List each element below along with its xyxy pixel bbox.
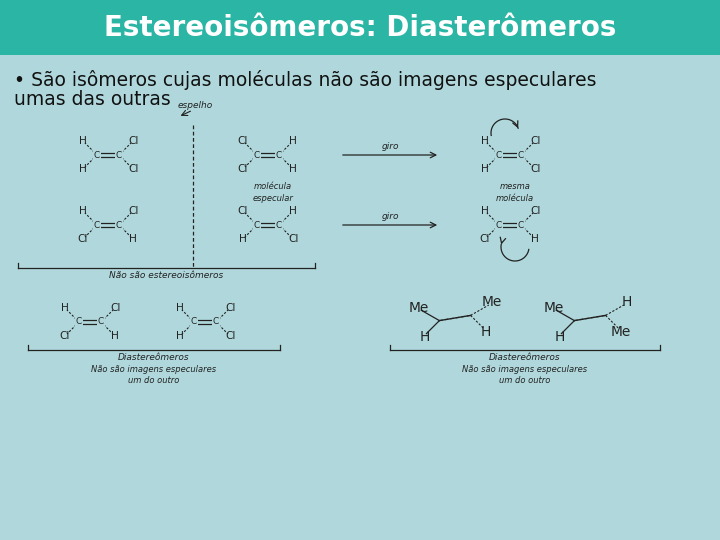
Text: Cl: Cl [225,303,235,313]
Text: Não são estereoisômeros: Não são estereoisômeros [109,271,223,280]
Text: C: C [496,220,502,230]
Text: um do outro: um do outro [128,376,180,385]
Text: H: H [130,234,138,244]
Text: Cl: Cl [288,234,299,244]
Text: Me: Me [408,301,429,315]
Text: Cl: Cl [128,206,138,217]
Text: giro: giro [382,212,399,221]
Text: H: H [176,330,184,341]
Text: H: H [60,303,68,313]
Text: Diastereômeros: Diastereômeros [489,353,561,362]
Text: umas das outras: umas das outras [14,90,171,109]
Text: H: H [78,206,86,217]
Text: H: H [481,137,489,146]
Text: C: C [191,318,197,327]
Text: Diastereômeros: Diastereômeros [118,353,190,362]
Text: Estereoisômeros: Diasterômeros: Estereoisômeros: Diasterômeros [104,14,616,42]
Text: espelho: espelho [177,101,212,110]
Text: Me: Me [482,295,502,309]
Text: H: H [481,206,489,217]
Text: Cl: Cl [78,234,88,244]
Text: Não são imagens especulares: Não são imagens especulares [462,365,588,374]
Text: C: C [254,151,260,159]
Text: H: H [176,303,184,313]
Text: • São isômeros cujas moléculas não são imagens especulares: • São isômeros cujas moléculas não são i… [14,70,596,90]
Text: Cl: Cl [530,137,541,146]
Text: H: H [112,330,120,341]
Text: C: C [496,151,502,159]
Text: Me: Me [544,301,564,315]
Text: Me: Me [611,325,631,339]
Text: H: H [78,137,86,146]
Text: H: H [289,206,297,217]
Text: Cl: Cl [128,137,138,146]
Text: Cl: Cl [128,164,138,173]
Text: C: C [116,220,122,230]
Text: H: H [531,234,539,244]
Text: C: C [94,220,100,230]
Text: H: H [481,325,491,339]
Text: Cl: Cl [238,164,248,173]
Text: H: H [78,164,86,173]
Text: C: C [76,318,82,327]
Text: molécula
especular: molécula especular [253,182,294,203]
Text: C: C [94,151,100,159]
Text: Cl: Cl [60,330,70,341]
Text: H: H [289,164,297,173]
FancyBboxPatch shape [0,0,720,55]
Text: Cl: Cl [238,206,248,217]
Text: C: C [276,151,282,159]
Text: C: C [518,151,524,159]
Text: H: H [481,164,489,173]
Text: Cl: Cl [480,234,490,244]
Text: H: H [238,234,246,244]
Text: um do outro: um do outro [499,376,551,385]
Text: H: H [420,330,431,344]
Text: C: C [213,318,219,327]
Text: giro: giro [382,142,399,151]
Text: C: C [518,220,524,230]
Text: C: C [98,318,104,327]
Text: Cl: Cl [530,206,541,217]
Text: Cl: Cl [225,330,235,341]
Text: C: C [276,220,282,230]
Text: C: C [116,151,122,159]
Text: H: H [622,295,632,309]
Text: Cl: Cl [238,137,248,146]
Text: Cl: Cl [110,303,120,313]
Text: mesma
molécula: mesma molécula [496,182,534,203]
Text: H: H [555,330,565,344]
Text: H: H [289,137,297,146]
Text: Não são imagens especulares: Não são imagens especulares [91,365,217,374]
Text: Cl: Cl [530,164,541,173]
Text: C: C [254,220,260,230]
